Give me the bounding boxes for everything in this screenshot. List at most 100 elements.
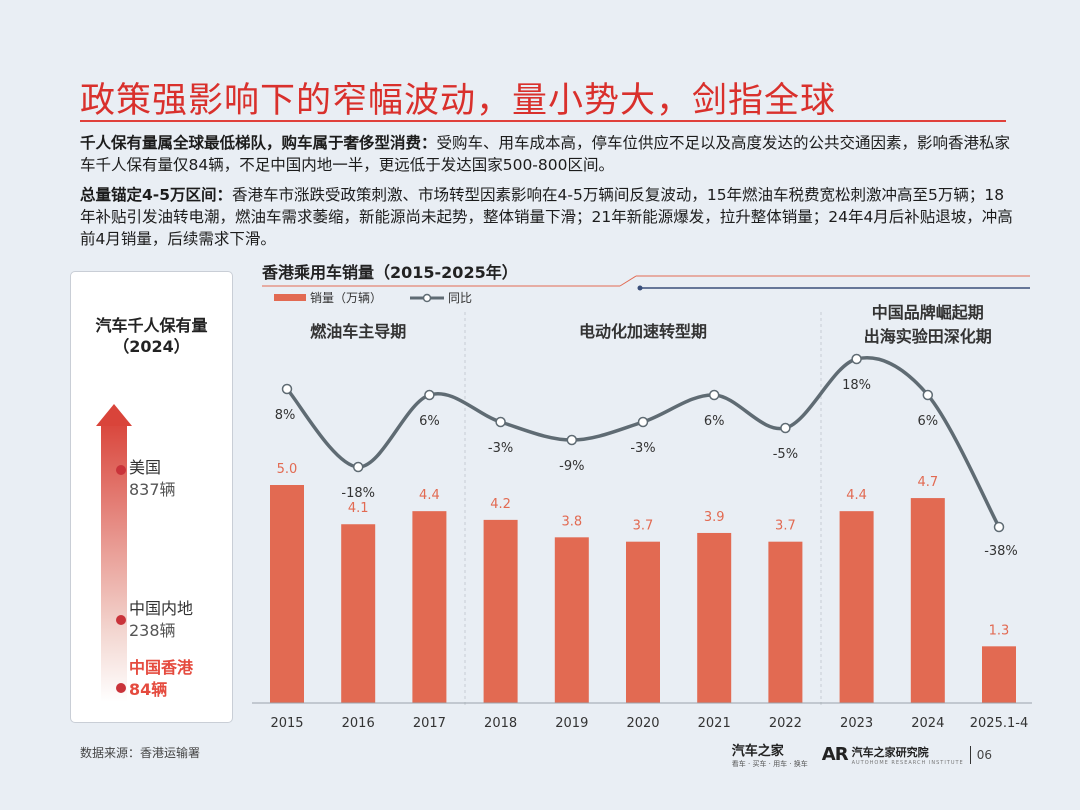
brand-research-sub: AUTOHOME RESEARCH INSTITUTE: [851, 759, 964, 766]
bar: [270, 485, 304, 703]
phase-label: 出海实验田深化期: [864, 327, 992, 346]
holdings-panel: 汽车千人保有量 （2024） 美国 837辆 中国内地 238辆 中国香港 84…: [70, 271, 233, 723]
bar-label: 3.7: [775, 519, 796, 534]
yoy-point: [281, 383, 293, 395]
yoy-point: [993, 521, 1005, 533]
yoy-label: -5%: [773, 447, 798, 462]
legend-line-marker: [422, 293, 432, 303]
title-rule: [80, 120, 1006, 122]
bar: [626, 541, 660, 703]
dot-hongkong: [116, 683, 126, 693]
country-hongkong-name: 中国香港: [129, 658, 194, 677]
footer-brand: 汽车之家 看车 · 买车 · 用车 · 换车 AR 汽车之家研究院 AUTOHO…: [732, 740, 992, 769]
country-us-value: 837辆: [129, 480, 176, 499]
bar: [412, 511, 447, 703]
legend-bar-swatch: [274, 294, 306, 301]
bar: [341, 524, 376, 703]
legend-bar-label: 销量（万辆）: [310, 291, 382, 305]
yoy-label: -38%: [984, 544, 1018, 559]
bar: [768, 541, 803, 703]
x-tick-label: 2022: [769, 716, 802, 731]
bar: [483, 519, 518, 703]
legend-line-label: 同比: [448, 291, 472, 305]
bar-label: 4.4: [419, 488, 440, 503]
yoy-label: -18%: [341, 486, 375, 501]
yoy-point: [780, 422, 791, 434]
yoy-label: -3%: [630, 441, 655, 456]
brand-autohome-sub: 看车 · 买车 · 用车 · 换车: [731, 760, 808, 768]
x-tick-label: 2021: [698, 716, 731, 731]
x-tick-label: 2016: [342, 716, 375, 731]
x-tick-label: 2019: [555, 716, 588, 731]
phase-label: 中国品牌崛起期: [872, 303, 984, 322]
bar: [697, 532, 732, 703]
yoy-point: [424, 389, 435, 401]
country-mainland: 中国内地 238辆: [129, 598, 193, 642]
paragraph-holdings-bold: 千人保有量属全球最低梯队，购车属于奢侈型消费：: [80, 134, 437, 152]
yoy-label: 6%: [917, 414, 938, 429]
bar: [839, 511, 874, 703]
yoy-point: [922, 389, 934, 401]
footer-separator: [969, 745, 971, 764]
yoy-point: [495, 416, 506, 428]
yoy-label: 6%: [419, 414, 440, 429]
x-tick-label: 2015: [270, 716, 303, 731]
paragraph-holdings-text: 受购车、用车成本高，停车位供应不足以及高度发达的公共交通因素，影响香港私家车千人…: [80, 134, 1011, 174]
panel-title-line1: 汽车千人保有量: [95, 316, 208, 335]
bar-label: 1.3: [989, 623, 1010, 638]
page-number: 06: [976, 747, 992, 762]
yoy-point: [566, 434, 578, 446]
header-rule-kink: [619, 275, 637, 287]
brand-research: 汽车之家研究院: [851, 745, 929, 759]
country-hongkong-value: 84辆: [129, 680, 168, 699]
bar-label: 5.0: [277, 462, 298, 477]
country-us: 美国 837辆: [129, 457, 176, 501]
yoy-label: -3%: [488, 441, 513, 456]
x-tick-label: 2023: [840, 716, 873, 731]
header-rule-dot: [637, 285, 643, 291]
yoy-label: 8%: [275, 408, 296, 423]
yoy-point: [708, 389, 720, 401]
bar: [554, 537, 589, 703]
holdings-arrow: [96, 404, 132, 702]
bar-label: 4.7: [917, 475, 938, 490]
x-tick-label: 2017: [413, 716, 446, 731]
dot-mainland: [116, 615, 126, 625]
yoy-label: -9%: [559, 459, 584, 474]
country-hongkong: 中国香港 84辆: [129, 657, 193, 701]
slide-title: 政策强影响下的窄幅波动，量小势大，剑指全球: [80, 81, 837, 121]
bar-label: 3.8: [561, 514, 582, 529]
brand-autohome: 汽车之家: [731, 744, 784, 759]
bar: [910, 498, 945, 703]
paragraph-volume-text: 香港车市涨跌受政策刺激、市场转型因素影响在4-5万辆间反复波动，15年燃油车税费…: [80, 186, 1013, 248]
x-tick-label: 2018: [484, 716, 517, 731]
yoy-point: [637, 416, 649, 428]
country-mainland-value: 238辆: [129, 621, 176, 640]
dot-us: [116, 465, 126, 475]
country-us-name: 美国: [129, 458, 162, 477]
paragraph-holdings: 千人保有量属全球最低梯队，购车属于奢侈型消费：受购车、用车成本高，停车位供应不足…: [80, 132, 1018, 176]
country-mainland-name: 中国内地: [129, 599, 194, 618]
data-source: 数据来源：香港运输署: [80, 746, 201, 760]
x-tick-label: 2025.1-4: [970, 716, 1028, 731]
phase-label: 电动化加速转型期: [579, 322, 707, 341]
paragraph-volume: 总量锚定4-5万区间：香港车市涨跌受政策刺激、市场转型因素影响在4-5万辆间反复…: [80, 184, 1018, 250]
phase-label: 燃油车主导期: [310, 322, 406, 341]
chart-title: 香港乘用车销量（2015-2025年）: [262, 263, 518, 282]
yoy-label: 6%: [704, 414, 725, 429]
bar-label: 4.2: [490, 497, 511, 512]
bar-label: 3.7: [633, 519, 654, 534]
bar-label: 4.1: [348, 501, 369, 516]
yoy-point: [352, 461, 364, 473]
x-tick-label: 2020: [626, 716, 659, 731]
paragraph-volume-bold: 总量锚定4-5万区间：: [80, 186, 233, 204]
bar: [982, 646, 1016, 703]
bar-label: 4.4: [846, 488, 867, 503]
brand-logo-icon: AR: [821, 744, 849, 765]
panel-title-line2: （2024）: [113, 337, 190, 356]
x-tick-label: 2024: [911, 716, 944, 731]
yoy-label: 18%: [842, 378, 871, 393]
yoy-point: [851, 353, 862, 365]
bar-label: 3.9: [704, 510, 725, 525]
